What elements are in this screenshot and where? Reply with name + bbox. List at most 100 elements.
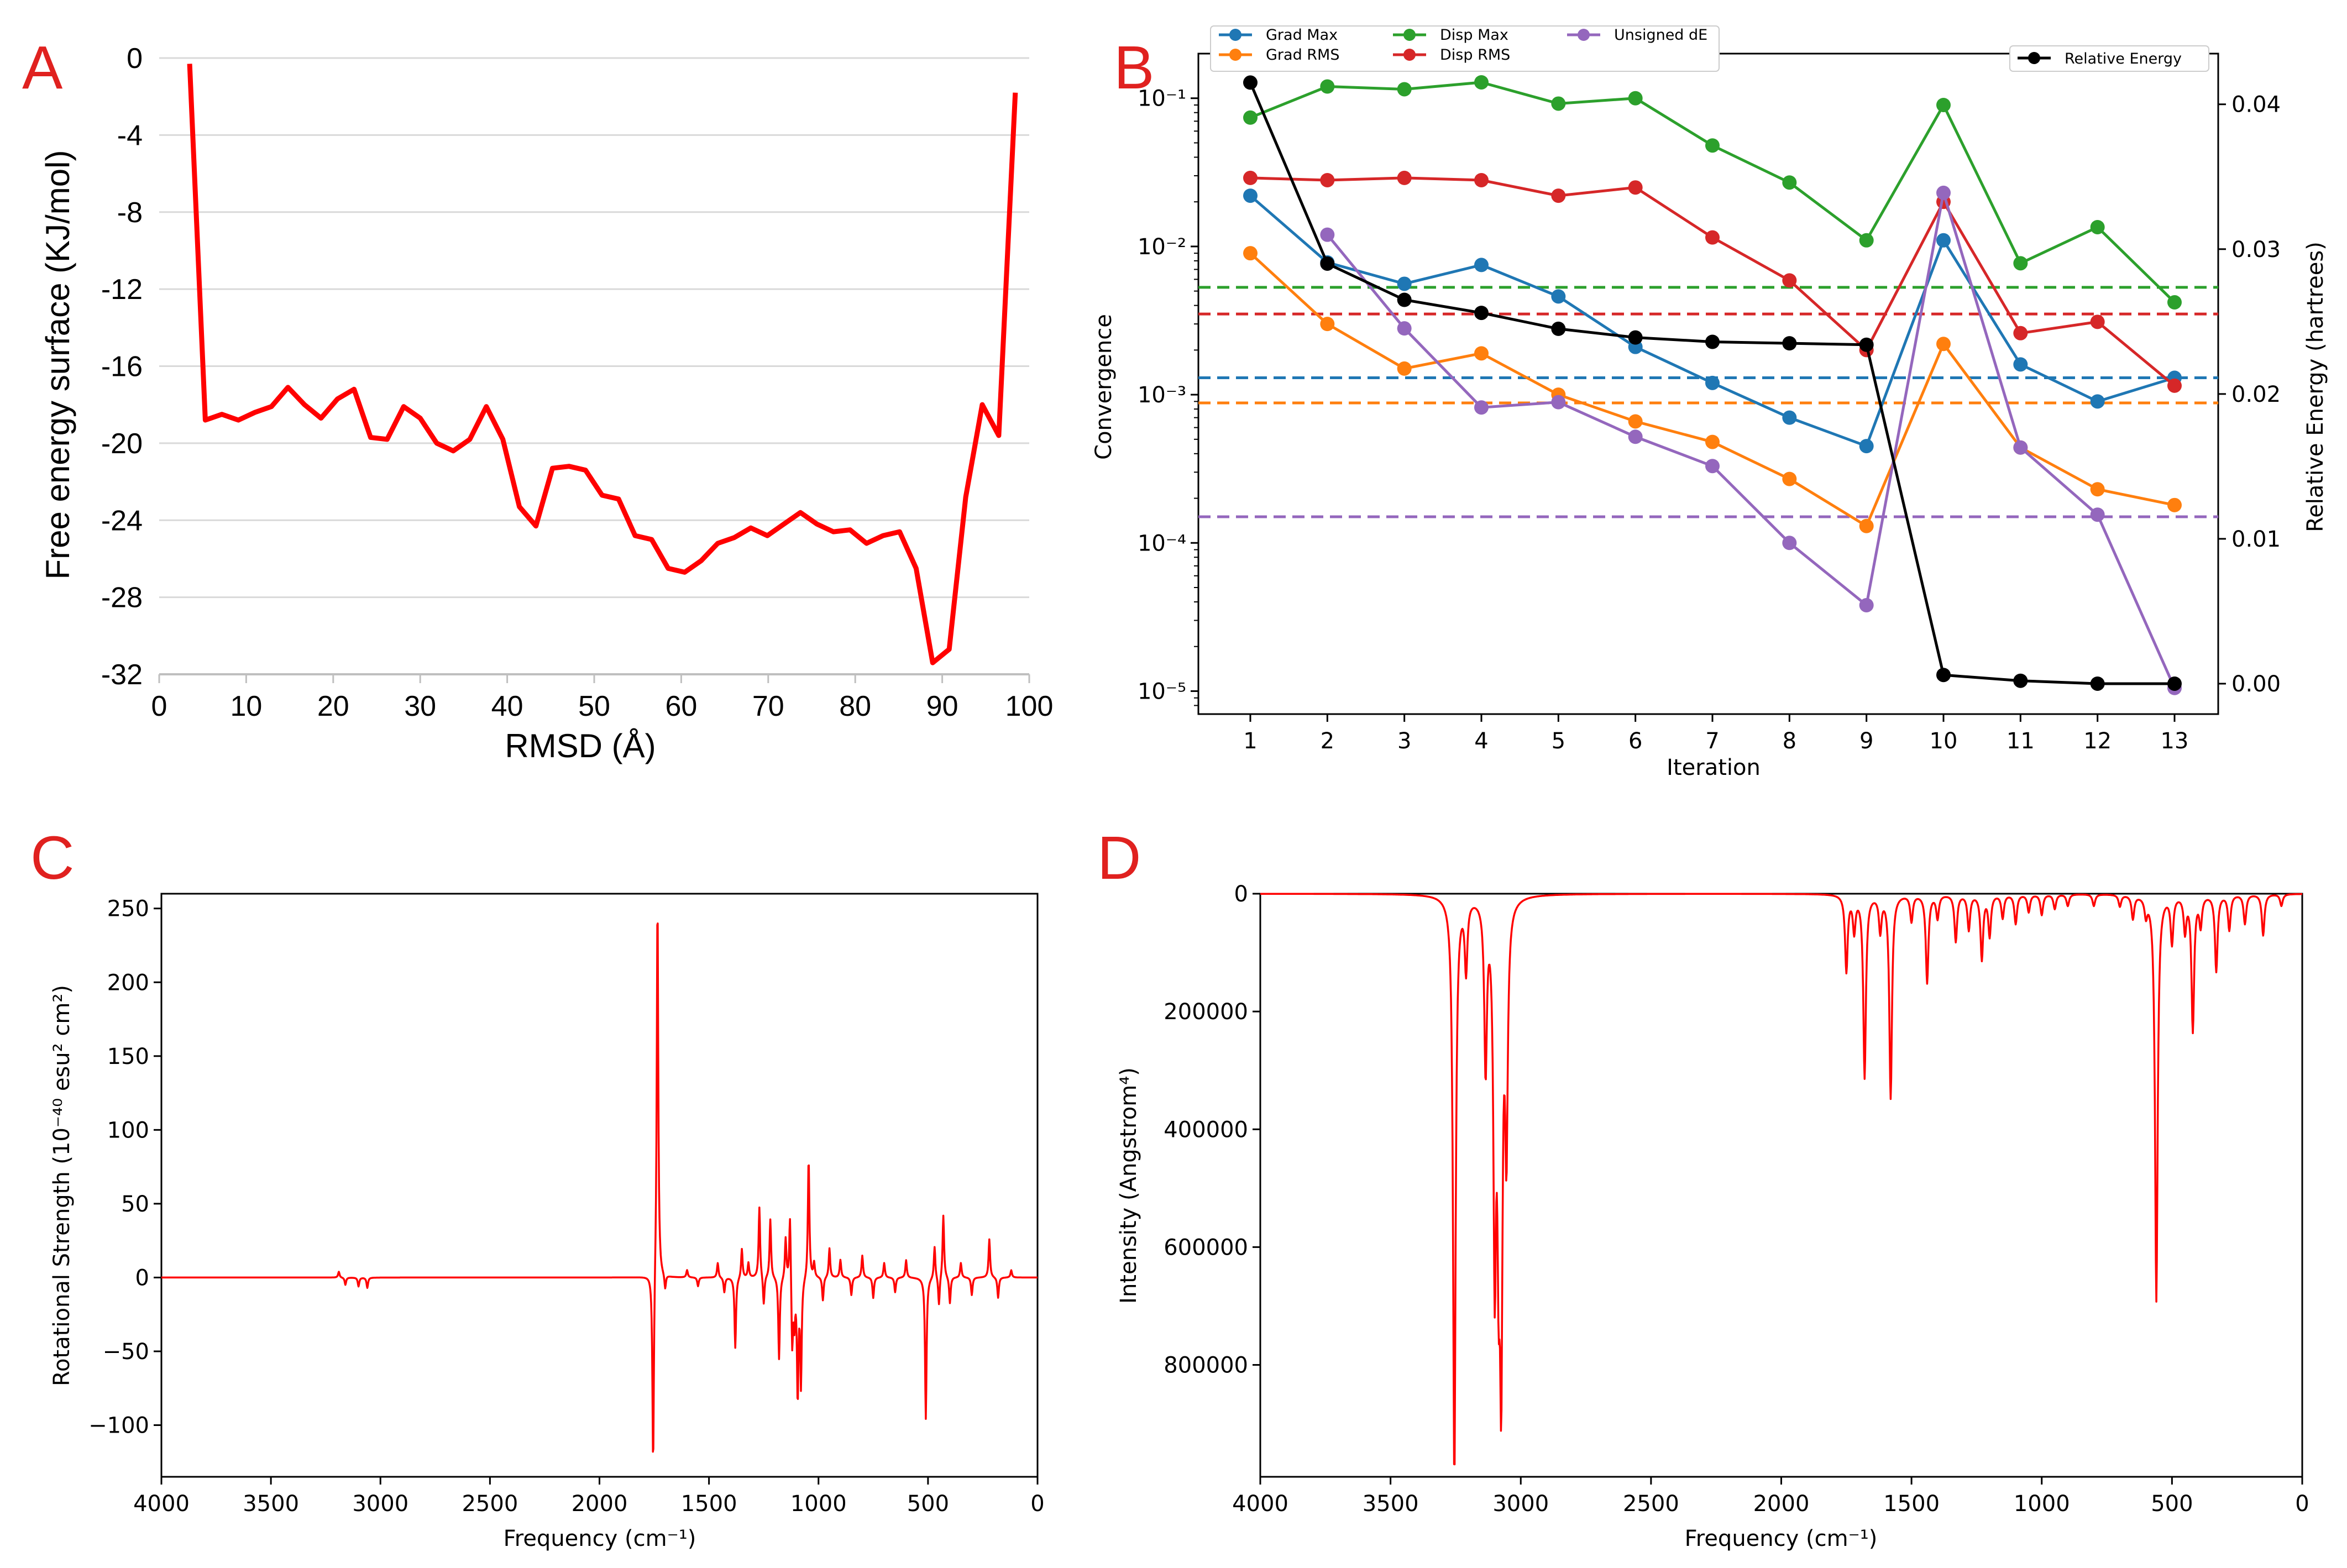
series-point bbox=[1397, 276, 1412, 291]
series-point bbox=[1320, 227, 1335, 242]
series-point bbox=[1243, 75, 1258, 90]
free-energy-line bbox=[187, 64, 1018, 665]
panel-b-x-axis-label: Iteration bbox=[1667, 755, 1761, 780]
series-point bbox=[1936, 185, 1951, 200]
panel-b-y-axis-label: Convergence bbox=[1091, 314, 1117, 460]
y-tick-label: -28 bbox=[101, 582, 143, 614]
panel-a-y-axis-label: Free energy surface (KJ/mol) bbox=[39, 150, 76, 580]
series-point bbox=[1628, 330, 1643, 345]
series-point bbox=[1397, 170, 1412, 185]
panel-label-c: C bbox=[30, 824, 74, 892]
y-tick-label: 200 bbox=[107, 970, 149, 995]
x-tick-label: 20 bbox=[317, 690, 349, 722]
series-point bbox=[1859, 233, 1874, 248]
panel-b-legend-left: Grad Max Grad RMS Disp Max Disp RMS Unsigned… bbox=[1210, 25, 1720, 72]
y-tick-label: -20 bbox=[101, 428, 143, 460]
x-tick-label: 60 bbox=[665, 690, 697, 722]
y-tick-label: 250 bbox=[107, 896, 149, 922]
y2-tick-label: 0.02 bbox=[2231, 382, 2281, 407]
series-point bbox=[2013, 673, 2028, 688]
x-tick-label: 10 bbox=[1930, 728, 1958, 754]
series-point bbox=[1243, 188, 1258, 203]
y2-tick-label: 0.01 bbox=[2231, 527, 2281, 552]
x-tick-label: 3500 bbox=[243, 1491, 299, 1517]
x-tick-label: 6 bbox=[1628, 728, 1642, 754]
panel-b-legend-right: Relative Energy bbox=[2009, 45, 2209, 72]
series-point bbox=[1243, 110, 1258, 125]
series-point bbox=[1705, 334, 1720, 349]
series-point bbox=[2013, 256, 2028, 271]
series-point bbox=[1243, 170, 1258, 185]
x-tick-label: 1000 bbox=[2014, 1491, 2070, 1517]
series-point bbox=[1320, 317, 1335, 332]
x-tick-label: 8 bbox=[1783, 728, 1796, 754]
y2-tick-label: 0.00 bbox=[2231, 672, 2281, 697]
series-point bbox=[1859, 439, 1874, 454]
x-tick-label: 1 bbox=[1243, 728, 1257, 754]
panel-c-x-axis-label: Frequency (cm⁻¹) bbox=[504, 1526, 696, 1551]
y-tick-label: −50 bbox=[103, 1339, 149, 1365]
x-tick-label: 4000 bbox=[1232, 1491, 1288, 1517]
x-tick-label: 10 bbox=[230, 690, 262, 722]
x-tick-label: 4000 bbox=[133, 1491, 190, 1517]
series-point bbox=[1320, 172, 1335, 187]
panel-a-x-axis-label: RMSD (Å) bbox=[505, 727, 656, 764]
series-point bbox=[2090, 676, 2105, 691]
series-point bbox=[1397, 321, 1412, 336]
y-tick-label: -8 bbox=[117, 197, 143, 229]
series-point bbox=[1551, 188, 1566, 203]
series-point bbox=[1474, 258, 1489, 272]
series-point bbox=[1705, 138, 1720, 153]
y2-tick-label: 0.04 bbox=[2231, 92, 2281, 118]
legend-label: Disp RMS bbox=[1440, 46, 1510, 64]
panel-c-frame bbox=[160, 893, 1039, 1478]
legend-marker bbox=[2028, 52, 2040, 64]
y-tick-label: 800000 bbox=[1164, 1353, 1248, 1378]
legend-marker bbox=[1229, 29, 1241, 41]
panel-a-tick-labels: 0-4-8-12-16-20-24-28-320 10 20 30 40 50 60 70 80… bbox=[101, 43, 1054, 722]
y-tick-label: 50 bbox=[121, 1192, 149, 1217]
series-point bbox=[1705, 459, 1720, 474]
panel-c: C 4000 3500 3000 2500 2000 1500 1000 500 0−100−5… bbox=[30, 824, 1045, 1551]
series-point bbox=[1551, 96, 1566, 111]
legend-marker bbox=[1403, 49, 1416, 61]
series-point bbox=[1936, 98, 1951, 113]
panel-c-y-axis-label: Rotational Strength (10⁻⁴⁰ esu² cm²) bbox=[49, 985, 75, 1386]
x-tick-label: 1500 bbox=[681, 1491, 737, 1517]
y-tick-label: -32 bbox=[101, 659, 143, 691]
y-tick-label: 10⁻⁴ bbox=[1138, 531, 1186, 556]
x-tick-label: 3 bbox=[1397, 728, 1411, 754]
series-point bbox=[1859, 597, 1874, 612]
series-point bbox=[2090, 394, 2105, 409]
y-tick-label: -24 bbox=[101, 505, 143, 537]
series-point bbox=[1782, 410, 1797, 425]
x-tick-label: 7 bbox=[1705, 728, 1719, 754]
x-tick-label: 2000 bbox=[1753, 1491, 1810, 1517]
y-tick-label: 100 bbox=[107, 1118, 149, 1143]
series-point bbox=[1474, 306, 1489, 321]
x-tick-label: 80 bbox=[839, 690, 871, 722]
y-tick-label: 400000 bbox=[1164, 1117, 1248, 1142]
x-tick-label: 13 bbox=[2161, 728, 2189, 754]
x-tick-label: 0 bbox=[151, 690, 167, 722]
series-line bbox=[1326, 192, 2176, 689]
series-point bbox=[2090, 507, 2105, 522]
spectrum-line bbox=[1260, 893, 2303, 1466]
series-point bbox=[1782, 536, 1797, 550]
x-tick-label: 3000 bbox=[352, 1491, 408, 1517]
series-point bbox=[1474, 75, 1489, 90]
x-tick-label: 12 bbox=[2083, 728, 2112, 754]
series-point bbox=[2090, 219, 2105, 234]
x-tick-label: 3000 bbox=[1492, 1491, 1549, 1517]
legend-marker bbox=[1578, 29, 1590, 41]
y-tick-label: 0 bbox=[1234, 882, 1248, 907]
series-point bbox=[1936, 233, 1951, 248]
series-point bbox=[1859, 518, 1874, 533]
series-point bbox=[1628, 91, 1643, 106]
legend-label: Grad RMS bbox=[1266, 46, 1339, 64]
panel-d-y-axis-label: Intensity (Angstrom⁴) bbox=[1116, 1067, 1141, 1304]
x-tick-label: 2 bbox=[1321, 728, 1334, 754]
